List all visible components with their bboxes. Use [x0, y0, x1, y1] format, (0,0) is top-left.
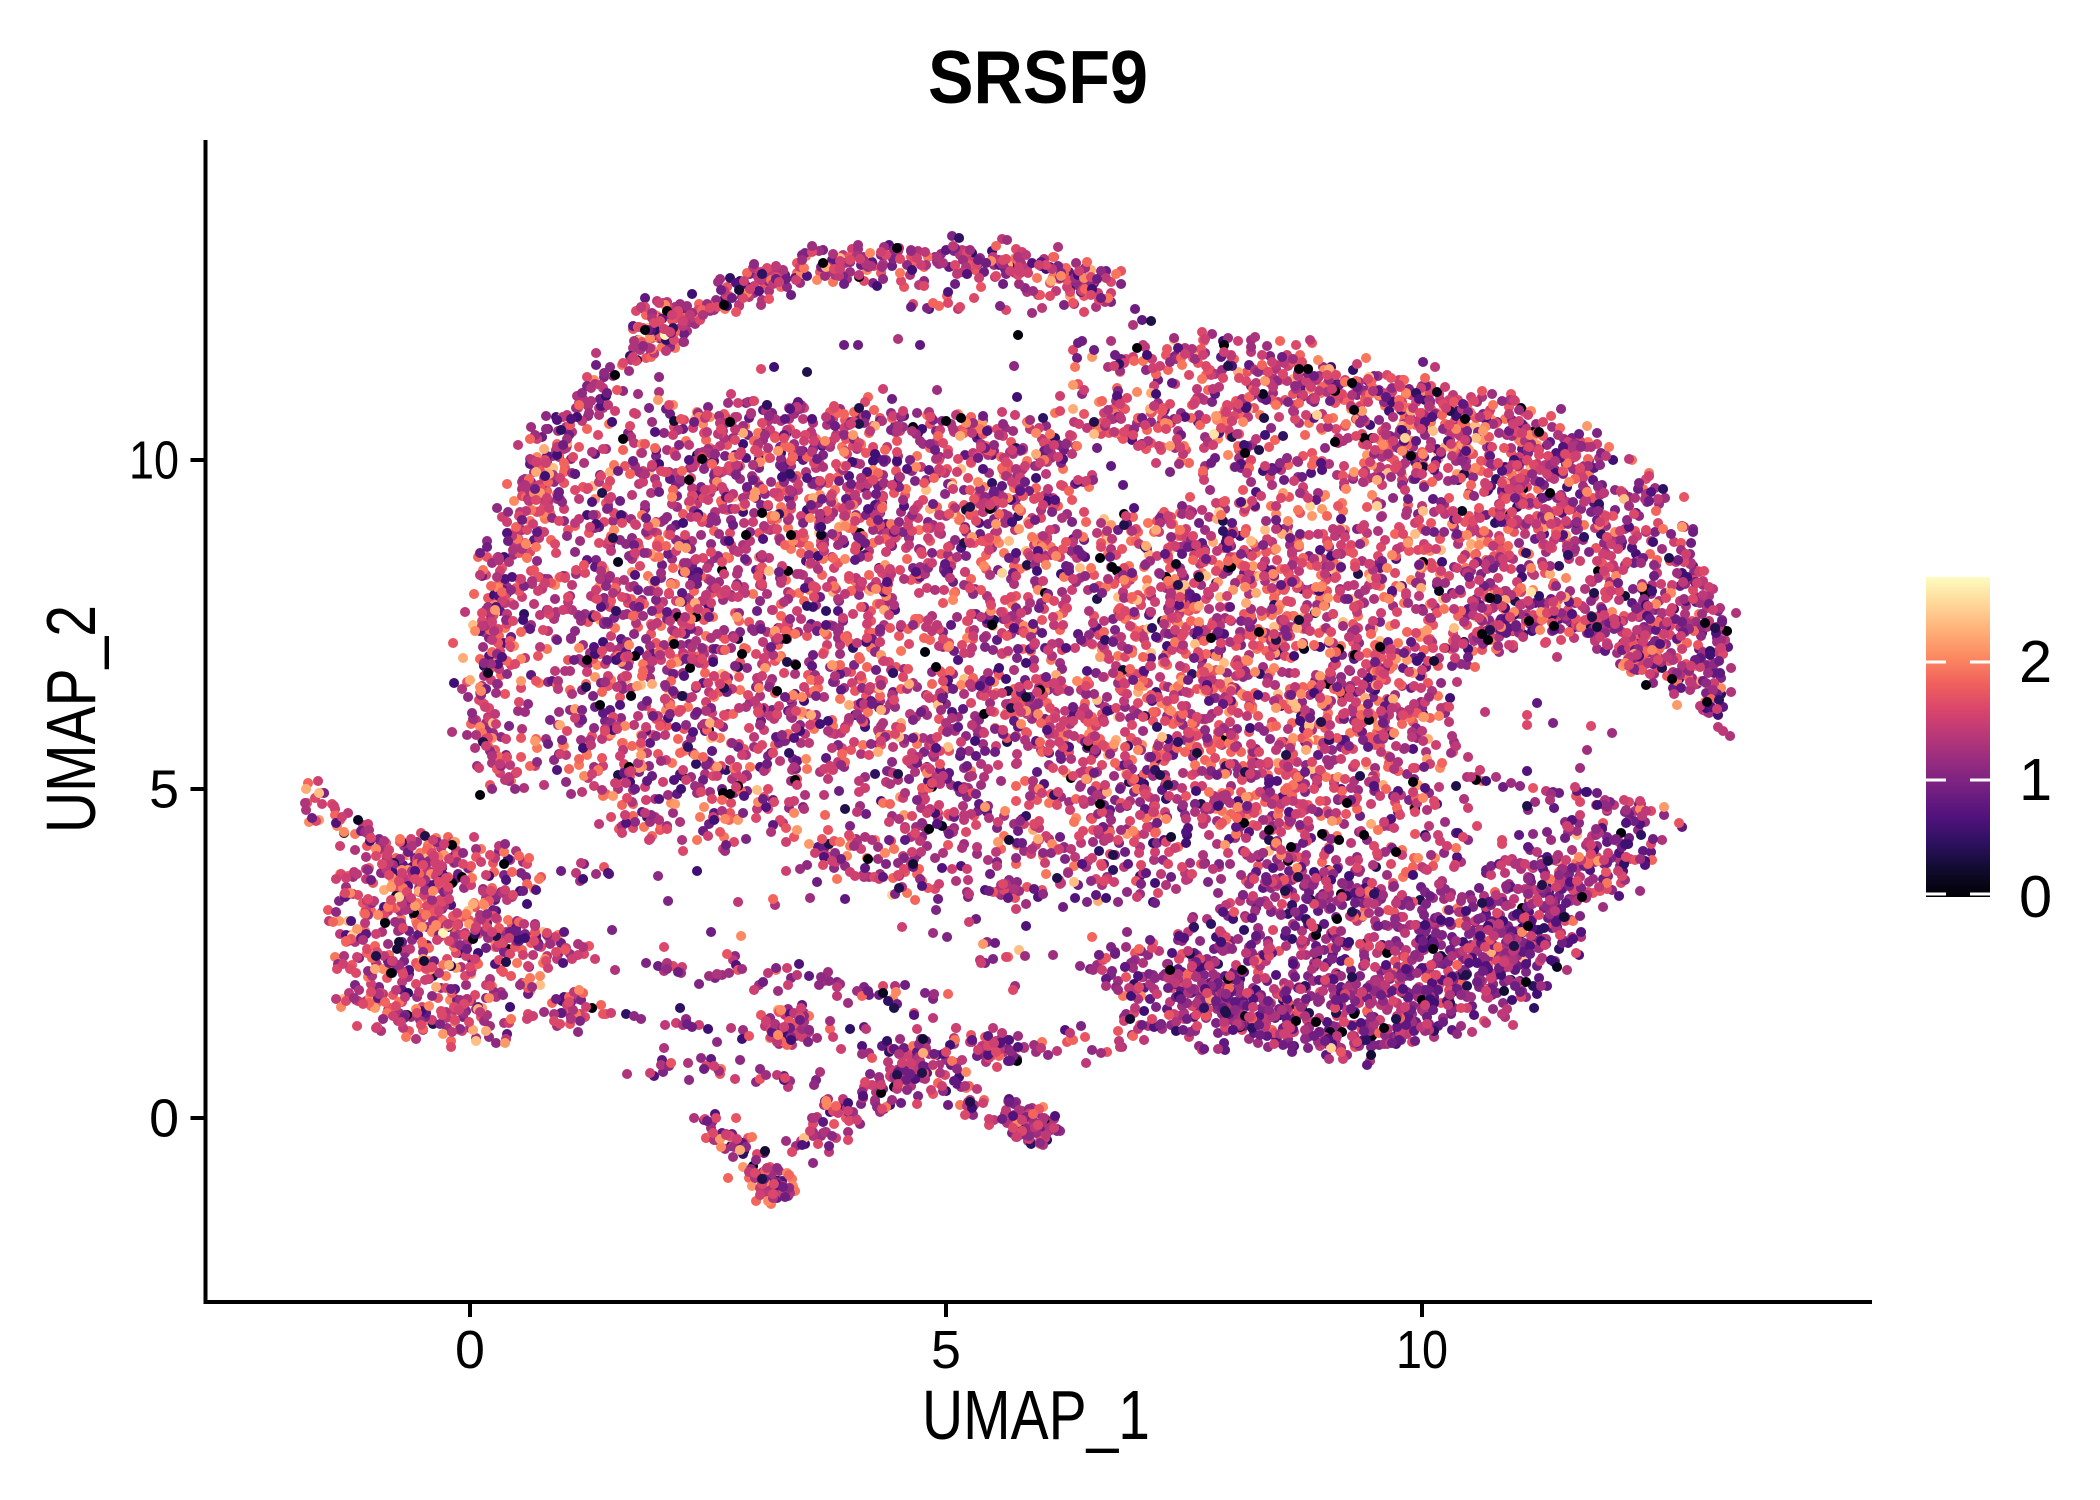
svg-text:5: 5 [149, 760, 179, 820]
svg-text:UMAP_1: UMAP_1 [922, 1376, 1150, 1454]
svg-text:0: 0 [2019, 863, 2052, 930]
svg-text:2: 2 [2019, 628, 2052, 695]
svg-text:SRSF9: SRSF9 [928, 36, 1148, 120]
svg-text:5: 5 [931, 1320, 961, 1380]
svg-text:1: 1 [2019, 746, 2052, 813]
svg-text:UMAP_2: UMAP_2 [32, 605, 110, 833]
svg-text:10: 10 [1396, 1320, 1448, 1380]
svg-text:0: 0 [149, 1089, 179, 1149]
svg-text:0: 0 [455, 1320, 485, 1380]
svg-text:10: 10 [129, 431, 179, 491]
